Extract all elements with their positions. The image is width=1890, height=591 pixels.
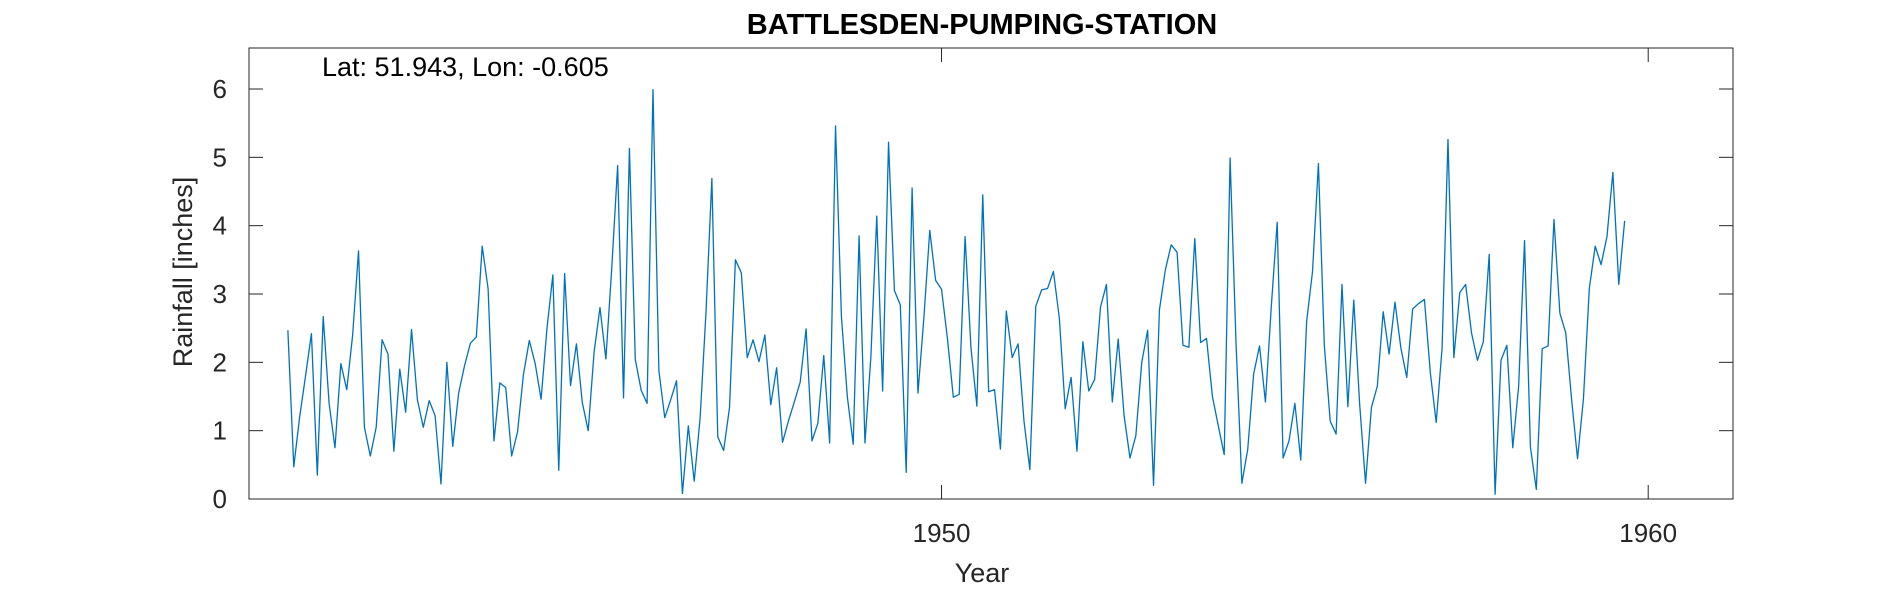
plot-area-box xyxy=(248,47,1734,500)
y-tick-label: 3 xyxy=(213,279,227,309)
chart-title: BATTLESDEN-PUMPING-STATION xyxy=(747,9,1217,41)
y-tick-label: 2 xyxy=(213,347,227,377)
x-tick-label: 1960 xyxy=(1619,518,1677,548)
axis-ticks xyxy=(249,48,1733,500)
tick-labels: 0 1 2 3 4 5 6 1950 1960 xyxy=(213,74,1678,548)
y-axis-label: Rainfall [inches] xyxy=(168,177,198,368)
x-axis-label: Year xyxy=(955,558,1010,588)
y-tick-label: 0 xyxy=(213,484,227,514)
y-tick-label: 6 xyxy=(213,74,227,104)
x-tick-label: 1950 xyxy=(913,518,971,548)
axes xyxy=(248,47,1734,500)
y-tick-label: 4 xyxy=(213,211,227,241)
y-tick-label: 5 xyxy=(213,142,227,172)
rainfall-series-line xyxy=(287,89,1626,495)
station-coordinates-annotation: Lat: 51.943, Lon: -0.605 xyxy=(322,52,609,82)
y-tick-label: 1 xyxy=(213,416,227,446)
